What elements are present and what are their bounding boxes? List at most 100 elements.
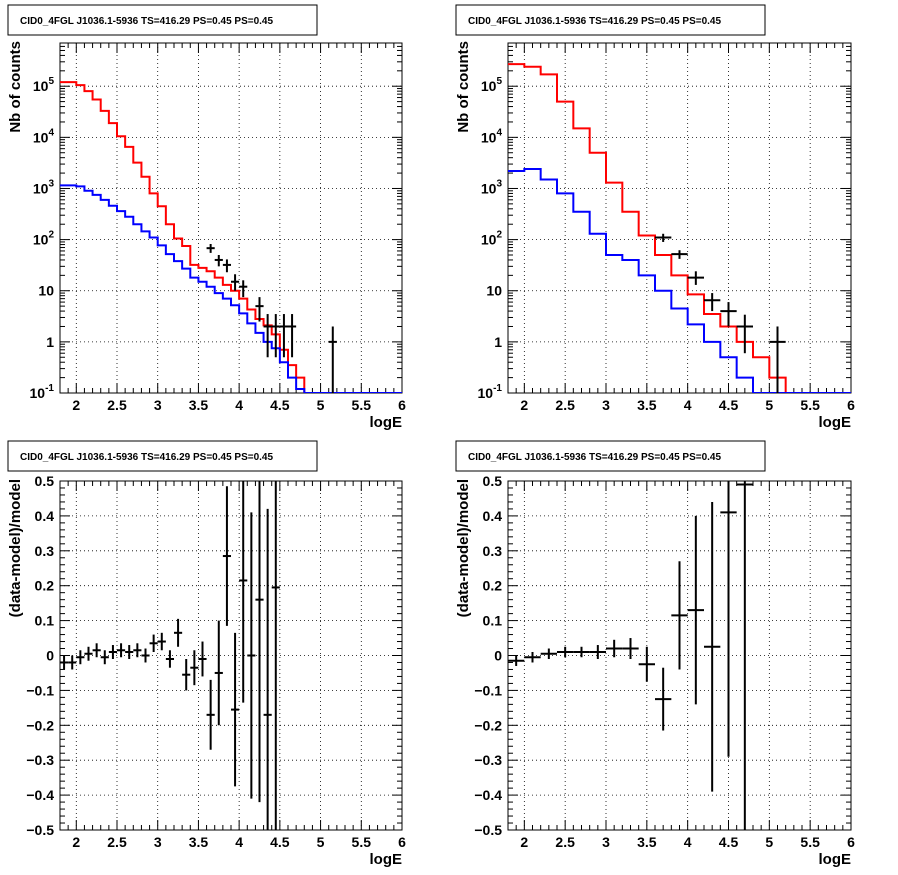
data-points	[508, 481, 753, 830]
y-axis: −0.5 −0.4 −0.3 −0.2 −0.1 0 0.1 0.2 0.3 0.4 0.5 (dat…	[455, 473, 851, 838]
x-tick-label: 2.5	[555, 834, 575, 850]
x-tick-label: 5.5	[352, 834, 372, 850]
x-tick-label: 3	[602, 397, 610, 413]
x-axis-title: logE	[370, 414, 403, 431]
data-point	[279, 314, 288, 358]
data-point	[157, 632, 166, 651]
y-tick-label: 102	[481, 230, 503, 248]
y-tick-label: 105	[33, 76, 55, 94]
data-point	[720, 302, 737, 327]
x-axis-title: logE	[819, 414, 852, 431]
data-point	[117, 643, 126, 658]
y-axis: 10-1 1 10 102 103 104 105 Nb of counts	[7, 41, 402, 401]
data-point	[231, 274, 240, 291]
data-point	[68, 655, 77, 670]
x-tick-label: 6	[398, 834, 406, 850]
chart-panel-4: 2 2.5 3 3.5 4 4.5 5 5.5 6logE−0.5−0.4−0.3−0.2−0.…	[455, 440, 855, 868]
data-point	[687, 271, 704, 285]
x-tick-label: 2.5	[555, 397, 575, 413]
data-point	[524, 652, 541, 663]
data-points	[655, 233, 786, 393]
y-tick-label: 10-1	[30, 383, 55, 401]
y-tick-label: 0.3	[35, 543, 55, 559]
chart-title: CID0_4FGL J1036.1-5936 TS=416.29 PS=0.45…	[468, 16, 721, 27]
y-tick-label: −0.5	[26, 822, 54, 838]
y-tick-label: 0.2	[35, 578, 55, 594]
y-tick-label: 0	[494, 648, 502, 664]
data-points	[60, 481, 280, 830]
x-tick-label: 5.5	[800, 834, 820, 850]
data-point	[638, 646, 655, 682]
data-point	[687, 515, 704, 705]
data-point	[92, 643, 101, 658]
data-point	[263, 508, 272, 830]
title-box	[455, 440, 766, 472]
x-tick-label: 4.5	[719, 834, 739, 850]
x-tick-label: 6	[847, 834, 855, 850]
y-tick-label: 103	[481, 178, 503, 196]
y-tick-label: 10-1	[478, 383, 503, 401]
chart-title: CID0_4FGL J1036.1-5936 TS=416.29 PS=0.45…	[20, 452, 273, 463]
data-point	[222, 259, 231, 273]
x-tick-label: 2.5	[107, 397, 127, 413]
data-point	[182, 658, 191, 691]
y-tick-label: 0.2	[483, 578, 503, 594]
plot-area	[508, 481, 753, 830]
data-point	[108, 645, 117, 659]
plot-frame	[59, 480, 403, 831]
y-tick-label: 0	[46, 648, 54, 664]
data-point	[231, 632, 240, 787]
data-point	[133, 643, 142, 658]
y-tick-label: 102	[33, 230, 55, 248]
x-tick-label: 5.5	[800, 397, 820, 413]
data-point	[271, 314, 280, 358]
y-axis-title: Nb of counts	[455, 41, 472, 133]
x-tick-label: 4.5	[270, 834, 290, 850]
data-point	[263, 314, 272, 358]
x-tick-label: 3.5	[189, 397, 209, 413]
grid-lines	[508, 43, 851, 393]
chart-title: CID0_4FGL J1036.1-5936 TS=416.29 PS=0.45…	[468, 452, 721, 463]
data-point	[540, 648, 557, 659]
y-tick-label: 0.3	[483, 543, 503, 559]
y-axis-title: Nb of counts	[7, 41, 24, 133]
data-point	[198, 641, 207, 677]
data-point	[671, 250, 688, 259]
data-point	[655, 667, 672, 731]
y-tick-label: 1	[494, 334, 502, 350]
x-tick-label: 4	[684, 834, 692, 850]
y-axis-title: (data-model)/model	[455, 479, 472, 617]
data-point	[141, 648, 150, 663]
data-point	[222, 486, 231, 626]
x-tick-label: 4	[235, 397, 243, 413]
x-tick-label: 5	[765, 834, 773, 850]
title-box	[7, 440, 318, 472]
y-tick-label: 10	[486, 283, 502, 299]
data-point	[736, 314, 753, 354]
data-point	[508, 655, 525, 666]
y-tick-label: 103	[33, 178, 55, 196]
y-tick-label: −0.1	[474, 682, 502, 698]
x-tick-label: 6	[847, 397, 855, 413]
x-tick-label: 3.5	[637, 834, 657, 850]
data-point	[255, 297, 264, 322]
model-source-step-line	[508, 168, 851, 393]
y-tick-label: −0.5	[474, 822, 502, 838]
data-point	[206, 679, 215, 750]
y-axis: 10-1 1 10 102 103 104 105 Nb of counts	[455, 41, 851, 401]
x-tick-label: 3.5	[637, 397, 657, 413]
y-tick-label: −0.1	[26, 682, 54, 698]
title-box	[455, 4, 766, 36]
x-tick-label: 3	[154, 834, 162, 850]
model-total-step-line	[60, 81, 402, 393]
y-tick-label: 0.5	[483, 473, 503, 489]
data-point	[76, 650, 85, 665]
y-tick-label: −0.2	[26, 717, 54, 733]
x-axis-title: logE	[819, 851, 852, 868]
x-tick-label: 2	[520, 834, 528, 850]
